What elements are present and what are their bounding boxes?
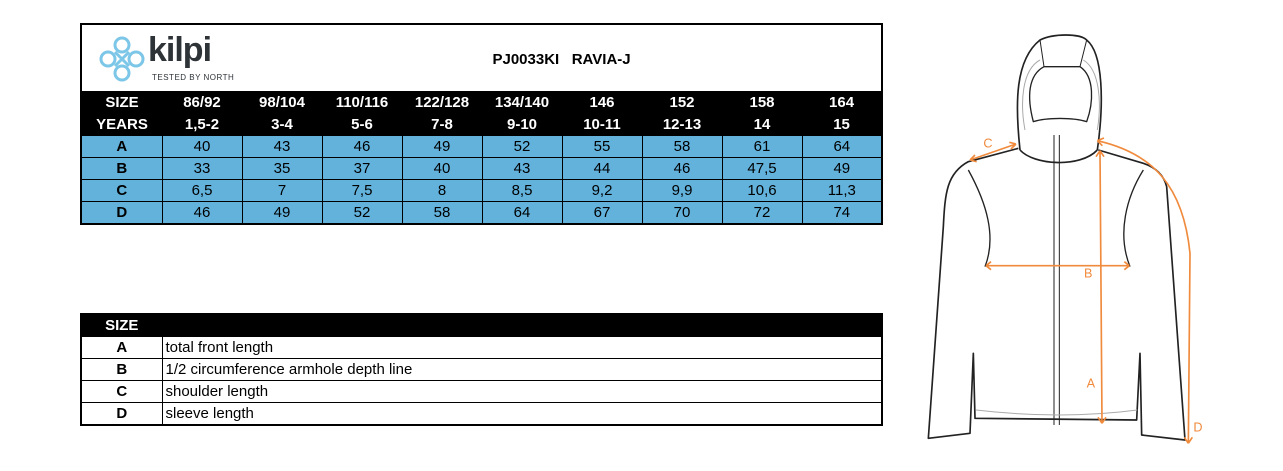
arrow-b (985, 261, 1130, 271)
table-cell: 9,2 (561, 179, 643, 202)
table-cell: 37 (321, 157, 403, 180)
label-a: A (1087, 376, 1096, 390)
table-cell: 11,3 (801, 179, 883, 202)
size-label: SIZE (81, 91, 162, 113)
table-cell: 35 (241, 157, 323, 180)
table-cell: 64 (801, 135, 883, 158)
table-cell: 43 (481, 157, 563, 180)
table-cell: 7 (241, 179, 323, 202)
table-cell: 49 (401, 135, 483, 158)
table-row: B 33 35 37 40 43 44 46 47,5 49 (80, 157, 883, 180)
size-header: 98/104 (242, 91, 322, 113)
table-cell: 44 (561, 157, 643, 180)
legend-header: SIZE (80, 313, 163, 337)
years-label: YEARS (81, 113, 162, 136)
label-c: C (983, 136, 992, 150)
table-row: D 46 49 52 58 64 67 70 72 74 (80, 201, 883, 225)
table-cell: 40 (401, 157, 483, 180)
table-cell: 61 (721, 135, 803, 158)
table-cell: 58 (641, 135, 723, 158)
size-header: 122/128 (402, 91, 482, 113)
table-cell: 46 (321, 135, 403, 158)
table-cell: 47,5 (721, 157, 803, 180)
years-header: 15 (802, 113, 883, 136)
size-header: 86/92 (162, 91, 242, 113)
row-label: D (80, 201, 163, 225)
table-cell: 52 (321, 201, 403, 225)
table-header: kilpi TESTED BY NORTH PJ0033KI RAVIA-J (81, 24, 883, 91)
years-header: 3-4 (242, 113, 322, 136)
years-header: 10-11 (562, 113, 642, 136)
table-cell: 49 (801, 157, 883, 180)
table-cell: 6,5 (161, 179, 243, 202)
table-cell: 8 (401, 179, 483, 202)
size-header: 158 (722, 91, 802, 113)
arrow-c (969, 141, 1017, 163)
table-cell: 58 (401, 201, 483, 225)
years-row: YEARS 1,5-2 3-4 5-6 7-8 9-10 10-11 12-13 14 15 (81, 113, 883, 136)
size-header: 164 (802, 91, 883, 113)
years-header: 7-8 (402, 113, 482, 136)
table-cell: 64 (481, 201, 563, 225)
measurement-arrows (969, 137, 1194, 444)
table-cell: 43 (241, 135, 323, 158)
row-label: B (80, 157, 163, 180)
label-b: B (1084, 266, 1092, 280)
table-cell: 52 (481, 135, 563, 158)
row-label: A (80, 135, 163, 158)
size-header: 134/140 (482, 91, 562, 113)
years-header: 9-10 (482, 113, 562, 136)
table-cell: 33 (161, 157, 243, 180)
legend-description: total front length (161, 336, 883, 359)
table-cell: 55 (561, 135, 643, 158)
size-table: kilpi TESTED BY NORTH PJ0033KI RAVIA-J S… (80, 23, 884, 225)
years-header: 12-13 (642, 113, 722, 136)
jacket-diagram: C B A D (927, 34, 1202, 444)
table-cell: 40 (161, 135, 243, 158)
brand-tagline: TESTED BY NORTH (152, 73, 235, 82)
legend-label: A (80, 336, 163, 359)
product-title: PJ0033KI RAVIA-J (492, 51, 631, 68)
table-cell: 67 (561, 201, 643, 225)
size-header: 110/116 (322, 91, 402, 113)
brand-name: kilpi (148, 31, 212, 69)
table-cell: 9,9 (641, 179, 723, 202)
years-header: 5-6 (322, 113, 402, 136)
row-label: C (80, 179, 163, 202)
jacket-outline (927, 34, 1186, 441)
table-cell: 10,6 (721, 179, 803, 202)
size-row: SIZE 86/92 98/104 110/116 122/128 134/140 146 1… (81, 91, 883, 113)
table-row: C 6,5 7 7,5 8 8,5 9,2 9,9 10,6 11,3 (80, 179, 883, 202)
table-cell: 49 (241, 201, 323, 225)
table-cell: 46 (641, 157, 723, 180)
legend-label: B (80, 358, 163, 381)
table-cell: 46 (161, 201, 243, 225)
legend-label: D (80, 402, 163, 426)
table-cell: 7,5 (321, 179, 403, 202)
legend-description: sleeve length (161, 402, 883, 426)
table-row: A 40 43 46 49 52 55 58 61 64 (80, 135, 883, 158)
legend-row: B 1/2 circumference armhole depth line (80, 358, 883, 381)
legend-description: shoulder length (161, 380, 883, 403)
legend-description: 1/2 circumference armhole depth line (161, 358, 883, 381)
table-cell: 74 (801, 201, 883, 225)
table-cell: 72 (721, 201, 803, 225)
arrow-a (1095, 150, 1107, 424)
table-cell: 8,5 (481, 179, 563, 202)
kilpi-logo-icon (99, 36, 145, 82)
size-header: 152 (642, 91, 722, 113)
years-header: 14 (722, 113, 802, 136)
size-header: 146 (562, 91, 642, 113)
legend-label: C (80, 380, 163, 403)
arrow-d (1096, 137, 1194, 444)
years-header: 1,5-2 (162, 113, 242, 136)
label-d: D (1193, 421, 1202, 435)
table-cell: 70 (641, 201, 723, 225)
